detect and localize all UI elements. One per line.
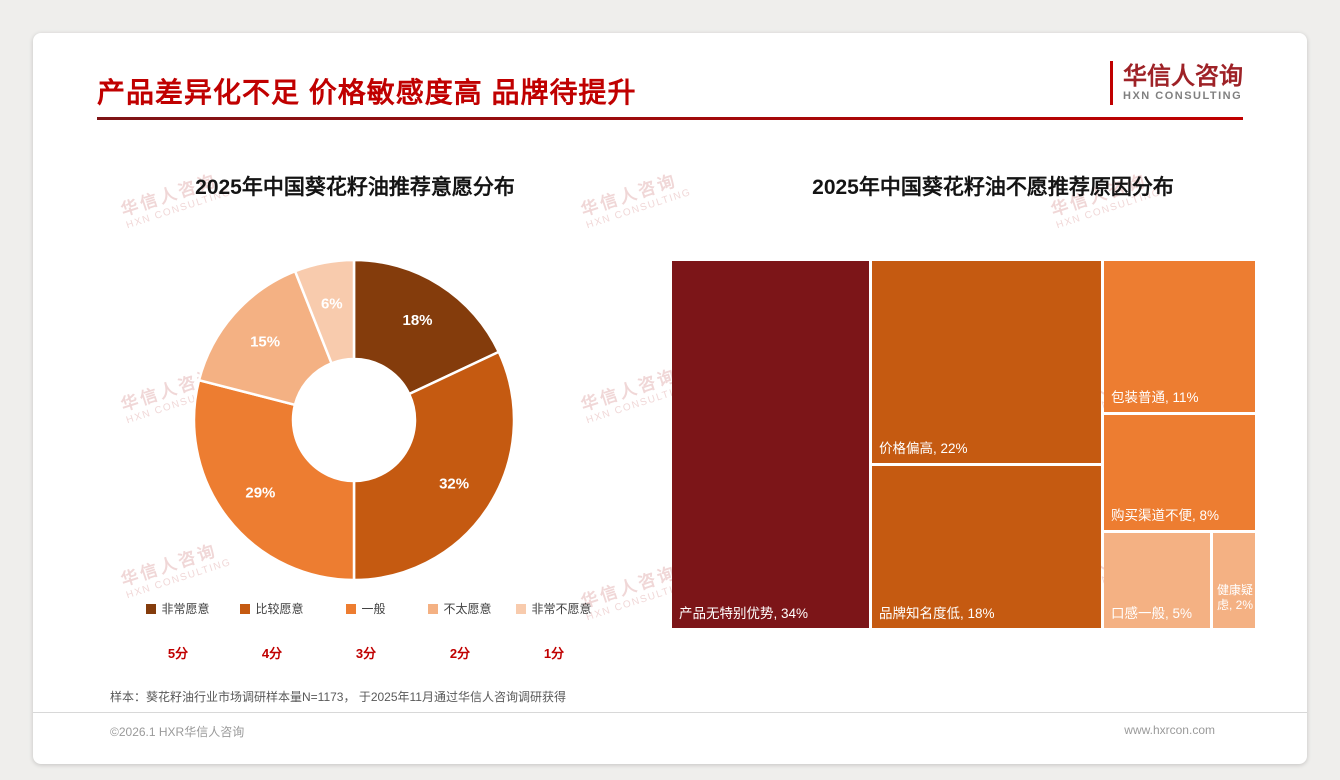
donut-slice-label-3: 15% [250, 334, 280, 351]
legend-item-4: 非常不愿意 [507, 600, 601, 617]
treemap-label-6: 健康疑虑, 2% [1217, 583, 1254, 612]
legend-item-1: 比较愿意 [225, 600, 319, 617]
score-label-1: 4分 [261, 646, 283, 661]
slide-card: 华信人咨询 HXN CONSULTING 华信人咨询 HXN CONSULTING 华信… [33, 33, 1307, 764]
legend-item-3: 不太愿意 [413, 600, 507, 617]
legend-swatch [346, 603, 357, 614]
donut-slice-label-1: 32% [439, 476, 469, 493]
footer-copyright: ©2026.1 HXR华信人咨询 [110, 725, 245, 739]
legend-swatch [240, 603, 251, 614]
treemap-label-1: 价格偏高, 22% [879, 440, 968, 456]
treemap-block-3: 包装普通, 11% [1104, 261, 1255, 412]
donut-chart-title: 2025年中国葵花籽油推荐意愿分布 [195, 176, 515, 199]
footer-divider [33, 712, 1307, 713]
donut-legend: 非常愿意 比较愿意 一般 不太愿意 非常不愿意 [131, 600, 601, 617]
donut-slice-label-2: 29% [245, 485, 275, 502]
logo-subtitle: HXN CONSULTING [1123, 90, 1243, 103]
page-title: 产品差异化不足 价格敏感度高 品牌待提升 [97, 77, 637, 108]
logo-text: 华信人咨询 HXN CONSULTING [1123, 62, 1243, 103]
sample-note: 样本：葵花籽油行业市场调研样本量N=1173， 于2025年11月通过华信人咨询… [110, 690, 566, 704]
logo-name: 华信人咨询 [1123, 62, 1243, 90]
legend-swatch [428, 603, 439, 614]
treemap-label-3: 包装普通, 11% [1111, 389, 1199, 405]
legend-swatch [146, 603, 157, 614]
legend-label: 非常不愿意 [531, 602, 592, 616]
brand-logo: 华信人咨询 HXN CONSULTING [1110, 61, 1243, 105]
score-row: 5分 4分 3分 2分 1分 [131, 643, 601, 662]
treemap-chart-title: 2025年中国葵花籽油不愿推荐原因分布 [812, 176, 1174, 199]
logo-divider [1110, 61, 1113, 105]
score-label-4: 1分 [543, 646, 565, 661]
title-underline [97, 117, 1243, 120]
treemap-chart: 产品无特别优势, 34% 价格偏高, 22% 品牌知名度低, 18% 包装普通, 11… [672, 261, 1255, 628]
treemap-block-2: 品牌知名度低, 18% [872, 466, 1101, 628]
legend-swatch [516, 603, 527, 614]
treemap-block-5: 口感一般, 5% [1104, 533, 1210, 628]
footer-website: www.hxrcon.com [1124, 723, 1215, 737]
treemap-label-4: 购买渠道不便, 8% [1111, 507, 1220, 523]
treemap-block-4: 购买渠道不便, 8% [1104, 415, 1255, 530]
donut-slice-label-4: 6% [321, 296, 343, 313]
legend-item-0: 非常愿意 [131, 600, 225, 617]
treemap-label-2: 品牌知名度低, 18% [879, 605, 995, 621]
treemap-block-1: 价格偏高, 22% [872, 261, 1101, 463]
treemap-block-0: 产品无特别优势, 34% [672, 261, 869, 628]
treemap-label-5: 口感一般, 5% [1111, 605, 1193, 621]
treemap-label-0: 产品无特别优势, 34% [679, 605, 809, 621]
legend-label: 非常愿意 [161, 602, 210, 616]
treemap-block-6: 健康疑虑, 2% [1213, 533, 1255, 628]
donut-chart: 18% 32% 29% 15% 6% [192, 258, 516, 582]
donut-slice-4 [293, 258, 356, 365]
legend-label: 不太愿意 [443, 602, 492, 616]
legend-label: 一般 [361, 602, 386, 616]
legend-label: 比较愿意 [255, 602, 304, 616]
score-label-3: 2分 [449, 646, 471, 661]
score-label-2: 3分 [355, 646, 377, 661]
donut-slice-3 [197, 269, 334, 407]
donut-slice-0 [352, 258, 501, 396]
donut-slice-label-0: 18% [402, 312, 432, 329]
legend-item-2: 一般 [319, 600, 413, 617]
donut-slice-1 [352, 350, 516, 582]
score-label-0: 5分 [167, 646, 189, 661]
donut-slice-2 [192, 378, 356, 582]
